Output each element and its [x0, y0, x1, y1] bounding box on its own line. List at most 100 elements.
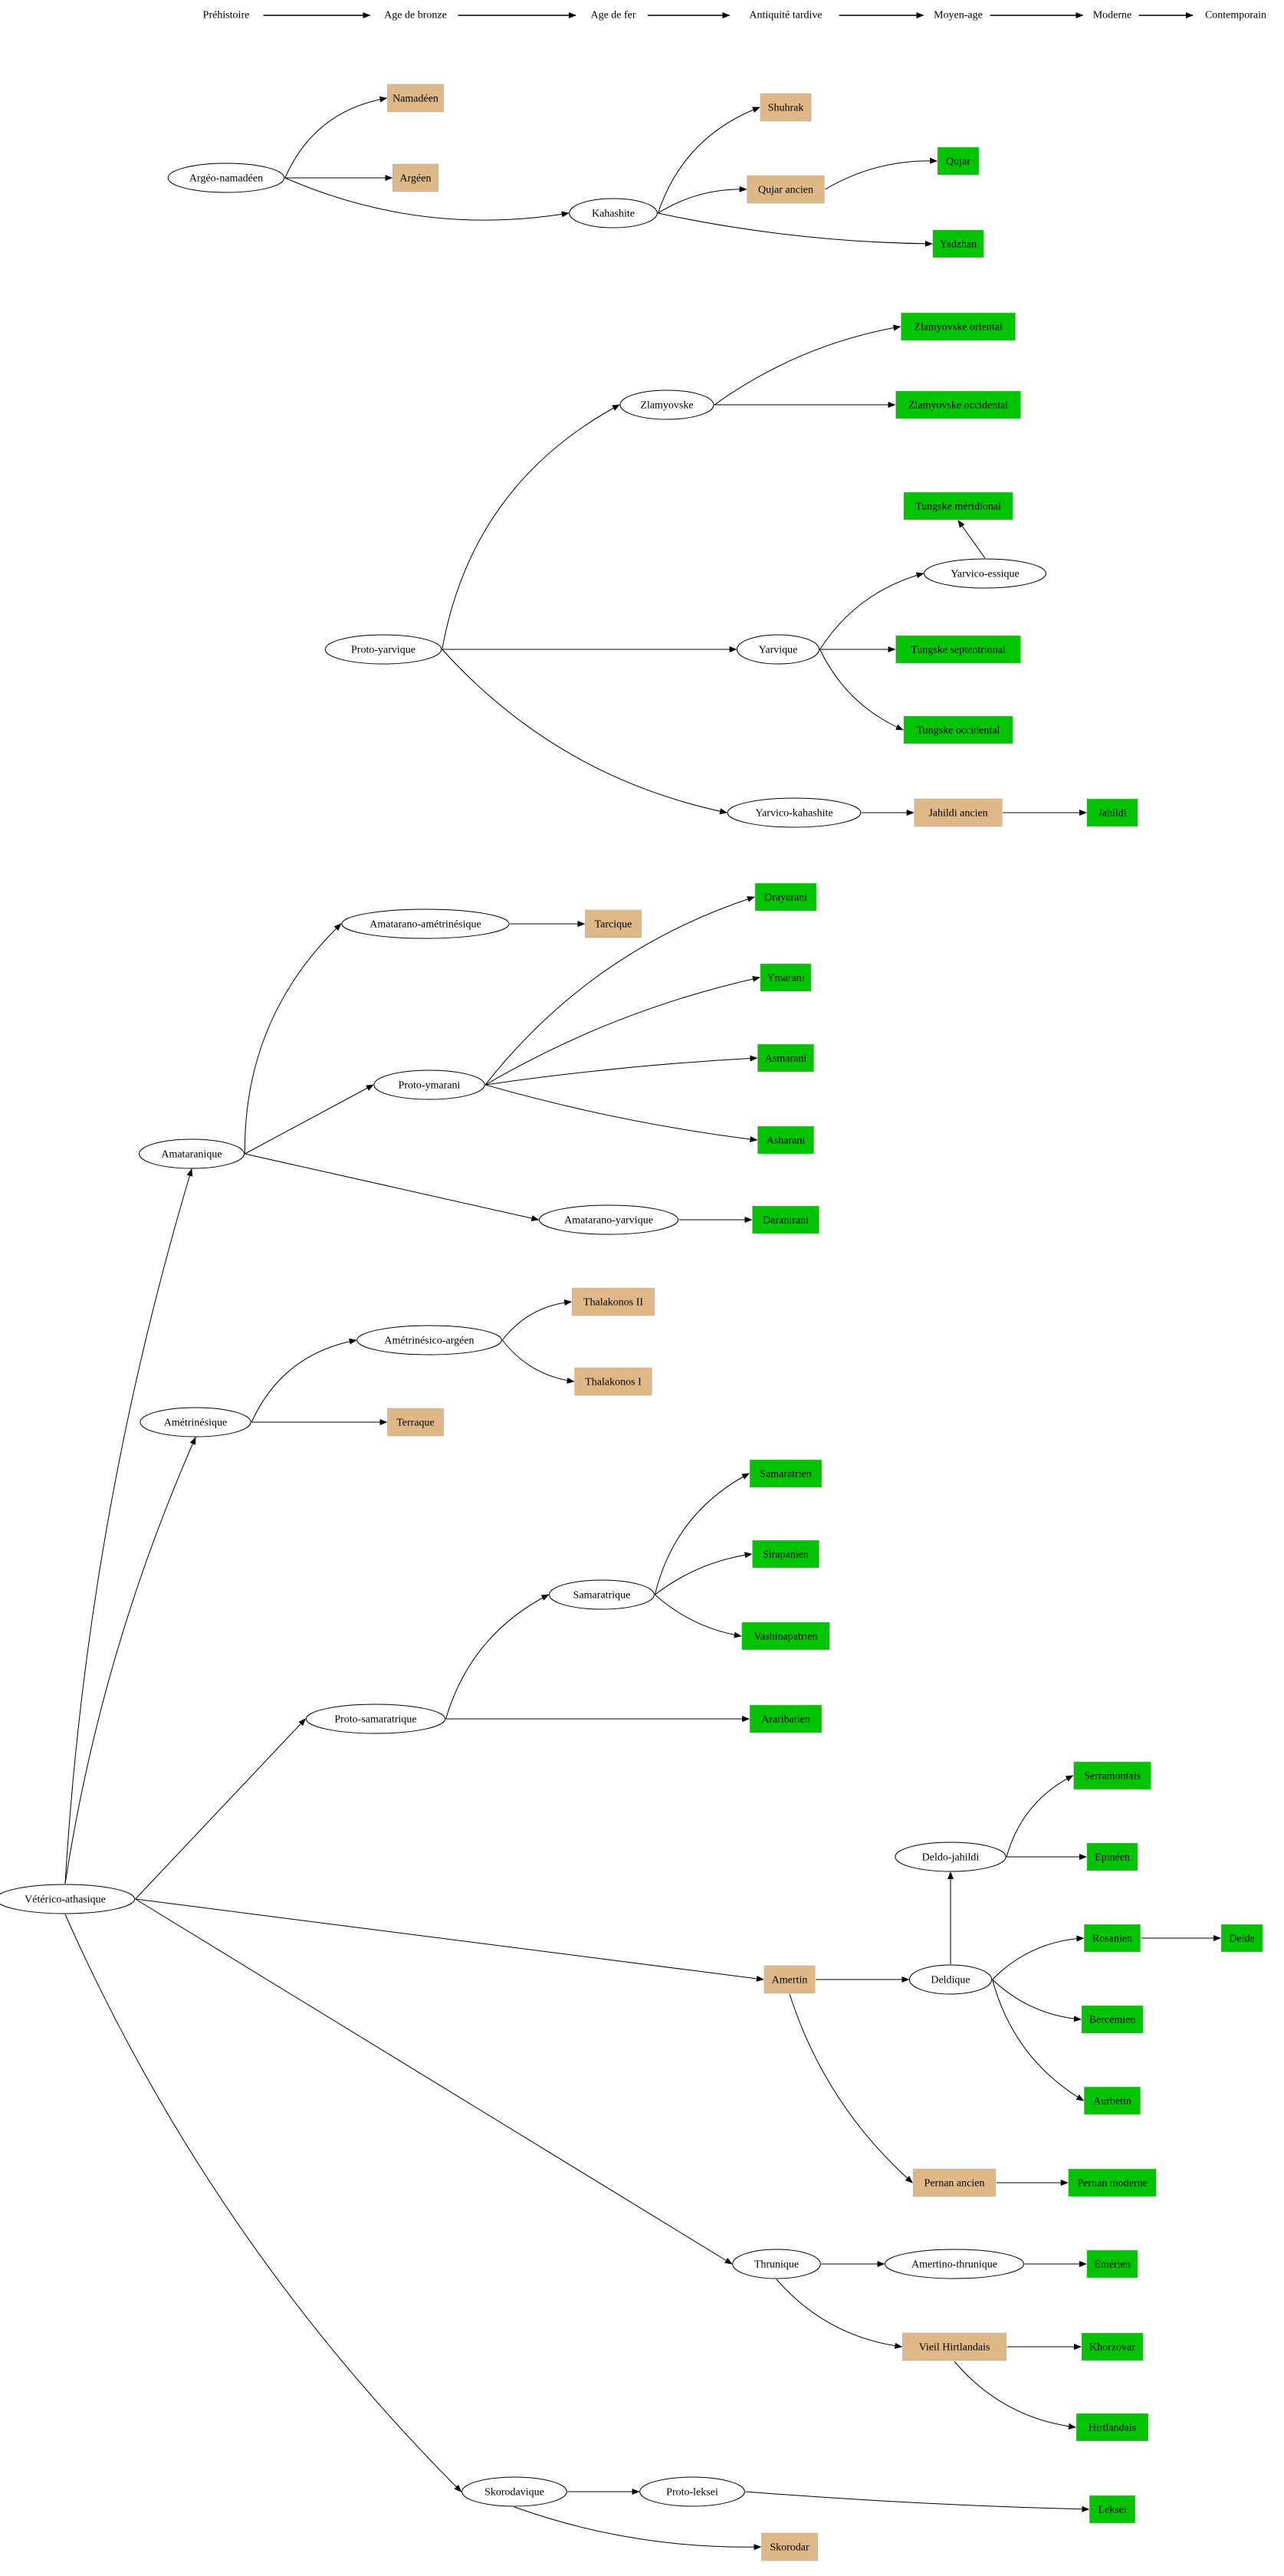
node-emerien-label: Emérien [1094, 2259, 1130, 2271]
node-aurbetin-shape [1084, 2086, 1141, 2115]
node-proto_samaratrique-shape [305, 1704, 446, 1734]
edge-yarvique-yarvico_essique [819, 572, 924, 650]
node-ametrinesique-shape [140, 1407, 251, 1438]
node-hirtlandais: Hirtlandais [1075, 2413, 1149, 2442]
node-qujar-shape [937, 146, 980, 176]
node-bercemien-shape [1081, 2005, 1144, 2034]
node-samaratrique-label: Samaratrique [573, 1590, 631, 1602]
node-thrunique-label: Thrunique [754, 2259, 799, 2271]
node-yarvico_kahashite: Yarvico-kahashite [727, 797, 862, 828]
edge-zlamyovske-zlam_oriental [714, 324, 901, 406]
node-aurbetin-label: Aurbetin [1093, 2096, 1131, 2108]
node-proto_leksei-label: Proto-leksei [666, 2487, 718, 2499]
node-deldique-shape [908, 1964, 993, 1995]
node-tungske_meridional-shape [903, 491, 1013, 521]
edge-kahashite-qujar_ancien [658, 186, 747, 214]
node-kahashite: Kahashite [569, 198, 658, 228]
node-proto_ymarani-shape [373, 1070, 485, 1100]
node-amataranique-shape [139, 1138, 245, 1169]
node-samaratrien-label: Samaratrien [760, 1469, 812, 1480]
edge-deldo_jahildi-serramontais [1006, 1775, 1074, 1858]
node-yarvico_essique: Yarvico-essique [924, 558, 1046, 589]
node-asharani: Asharani [757, 1125, 814, 1155]
edge-skorodavique-skorodar [514, 2506, 762, 2551]
node-skorodavique-label: Skorodavique [484, 2487, 544, 2499]
node-khorzovar-label: Khorzovar [1089, 2342, 1135, 2354]
node-jahildi_ancien: Jahildi ancien [914, 798, 1003, 827]
node-veterico-label: Vétérico-athasique [25, 1894, 106, 1906]
node-amatarano_yarvique-label: Amatarano-yarvique [564, 1215, 653, 1227]
node-zlam_oriental-shape [901, 312, 1016, 341]
node-zlamyovske: Zlamyovske [619, 389, 714, 420]
era-label-0: Préhistoire [203, 10, 250, 21]
node-proto_samaratrique-label: Proto-samaratrique [334, 1714, 416, 1726]
node-leksei-label: Leksei [1098, 2505, 1126, 2516]
node-yarvico_kahashite-shape [727, 797, 862, 828]
node-zlam_oriental-label: Zlamyovske oriental [914, 322, 1003, 334]
node-thalakonos1: Thalakonos I [574, 1367, 652, 1396]
node-proto_yarvique-label: Proto-yarvique [351, 645, 415, 656]
node-proto_samaratrique: Proto-samaratrique [305, 1704, 446, 1734]
edge-samaratrique-samaratrien [654, 1473, 750, 1595]
edge-veterico-proto_samaratrique [135, 1718, 307, 1900]
edge-proto_ymarani-asharani [484, 1084, 758, 1142]
node-amertin: Amertin [764, 1965, 816, 1994]
node-deldo_jahildi-label: Deldo-jahildi [922, 1852, 980, 1864]
node-amertino_thrunique-label: Amertino-thrunique [911, 2259, 997, 2271]
edge-proto_yarvique-zlamyovske [442, 404, 620, 650]
node-argeen: Argéen [392, 163, 438, 192]
node-qujar_ancien-label: Qujar ancien [758, 185, 813, 196]
node-araribatien-label: Araribatien [761, 1714, 810, 1726]
node-vieil_hirtlandais-label: Vieil Hirtlandais [919, 2342, 990, 2354]
node-tungske_occidental: Tungske occidental [903, 715, 1013, 744]
edge-deldique-aurbetin [992, 1979, 1085, 2101]
edge-argeo-kahashite [284, 177, 570, 221]
edge-thrunique-vieil_hirtlandais [776, 2279, 903, 2349]
edge-yarvico_essique-tungske_meridional [957, 520, 986, 559]
node-tungske_septentrional-label: Tungske septentrional [911, 645, 1006, 656]
node-ametrinesique-label: Amétrinésique [164, 1418, 227, 1429]
edge-amataranique-proto_ymarani [245, 1084, 374, 1155]
node-asmarani-shape [757, 1043, 814, 1073]
node-asmarani: Asmarani [757, 1043, 814, 1073]
timeline: Préhistoire Age de bronze Age de fer Antiqu… [203, 10, 1266, 21]
node-skorodavique: Skorodavique [461, 2476, 567, 2507]
node-namadeen-label: Namadéen [392, 94, 438, 105]
node-proto_yarvique: Proto-yarvique [324, 634, 442, 665]
node-zlam_occidental-label: Zlamyovske occidental [908, 400, 1008, 412]
node-yarvico_kahashite-label: Yarvico-kahashite [755, 808, 832, 820]
node-serramontais-shape [1073, 1761, 1151, 1790]
node-sirapanien-label: Sirapanien [763, 1549, 809, 1561]
node-terraque-label: Terraque [396, 1418, 435, 1429]
edge-proto_samaratrique-samaratrique [445, 1594, 550, 1720]
node-emerien: Emérien [1086, 2249, 1138, 2279]
node-tungske_meridional: Tungske méridional [903, 491, 1013, 521]
node-zlamyovske-label: Zlamyovske [640, 400, 693, 412]
node-qujar-label: Qujar [946, 156, 970, 168]
node-jahildi-shape [1086, 798, 1138, 827]
node-thalakonos2-label: Thalakonos II [583, 1297, 643, 1309]
node-tarcique-label: Tarcique [595, 919, 632, 931]
edge-veterico-skorodavique [64, 1914, 462, 2492]
nodes: Argéo-namadéen Namadéen Argéen Kahashite Shu… [0, 84, 1263, 2561]
edge-proto_ymarani-drayarani [484, 895, 755, 1086]
node-hirtlandais-shape [1075, 2413, 1149, 2442]
node-tungske_septentrional: Tungske septentrional [895, 635, 1021, 664]
node-asharani-label: Asharani [767, 1135, 806, 1147]
node-pernan_ancien-label: Pernan ancien [924, 2178, 985, 2190]
edge-amataranique-amatarano_yarvique [245, 1153, 540, 1221]
edge-ametrinesico_argeen-thalakonos1 [501, 1339, 575, 1384]
node-terraque: Terraque [387, 1408, 444, 1437]
era-label-4: Moyen-age [934, 10, 983, 21]
node-qujar: Qujar [937, 146, 980, 176]
node-shuhrak-shape [760, 93, 812, 122]
node-proto_ymarani: Proto-ymarani [373, 1070, 485, 1100]
node-proto_leksei-shape [639, 2476, 745, 2507]
edge-proto_leksei-leksei [745, 2491, 1090, 2512]
node-bercemien: Bercémien [1081, 2005, 1144, 2034]
node-kahashite-shape [569, 198, 658, 228]
node-deldique: Deldique [908, 1964, 993, 1995]
node-khorzovar-shape [1081, 2332, 1144, 2361]
node-samaratrique: Samaratrique [549, 1579, 655, 1610]
